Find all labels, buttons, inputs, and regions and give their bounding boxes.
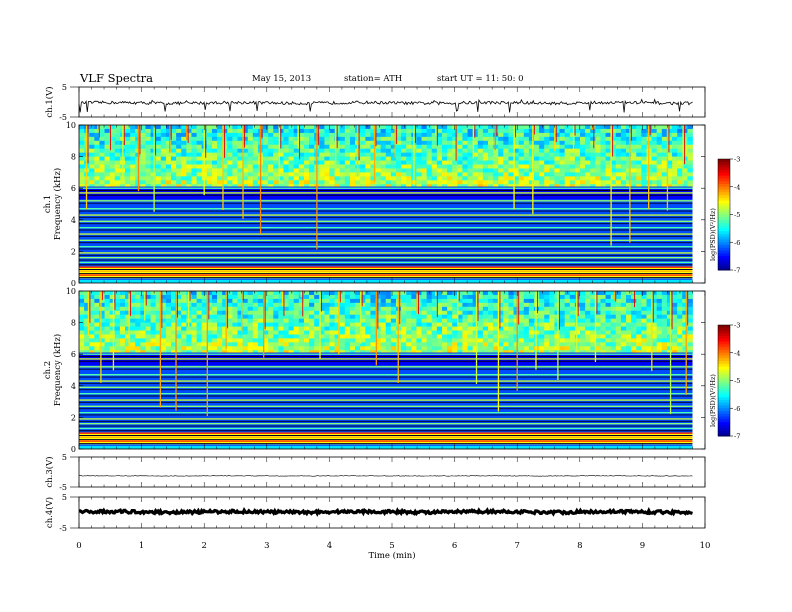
ch4-waveform-trace [79,506,694,517]
ch2-spectrogram-y-tick-label: 6 [71,350,76,359]
ch2-spectrogram-ylabel-freq: Frequency (kHz) [52,334,63,406]
ch4-waveform-y-axis [70,496,79,529]
ch4-waveform-ylabel: ch.4(V) [44,497,55,528]
ch1-waveform-y-tick-label: 5 [62,83,67,92]
ch3-waveform-y-axis [70,456,79,488]
ch2-spectrogram-y-tick-label: 10 [66,287,76,296]
header-station: station= ATH [344,74,403,84]
ch1-spectrogram-y-tick-label: 2 [71,247,76,256]
header-date: May 15, 2013 [252,74,312,84]
figure-title: VLF Spectra [80,71,154,85]
ch1-spectrogram-colorbar-label: log(PSD)(V²/Hz) [709,208,717,261]
ch4-waveform-y-tick-label: -5 [59,524,67,533]
ch1-spectrogram-colorbar-tick: -5 [734,211,740,219]
ch1-waveform-y-tick-label: -5 [59,113,67,122]
time-tick-label: 2 [201,541,206,551]
ch2-spectrogram-y-tick-label: 4 [71,382,76,391]
ch3-waveform-panel [70,456,706,488]
ch2-spectrogram-colorbar-tick: -4 [734,349,740,357]
ch2-spectrogram-x-ticks [78,291,706,449]
ch1-spectrogram-spectral-lines [79,187,693,278]
ch2-spectrogram-colorbar [717,324,733,437]
ch2-spectrogram-colorbar-tick: -3 [734,322,740,330]
ch1-spectrogram-colorbar-tick: -7 [734,267,740,275]
time-tick-label: 10 [700,541,711,551]
ch3-waveform-trace [79,475,693,477]
ch2-spectrogram-y-axis [79,290,705,450]
ch1-spectrogram-y-tick-label: 8 [71,153,76,162]
ch4-waveform-x-ticks [78,497,706,528]
ch1-spectrogram-low-band [79,266,693,279]
ch2-spectrogram-colorbar-label: log(PSD)(V²/Hz) [709,374,717,427]
ch2-spectrogram-colorbar-tick: -6 [734,405,740,413]
ch2-spectrogram-panel [78,290,733,450]
ch2-spectrogram-low-band [79,432,693,445]
ch1-spectrogram-y-tick-label: 6 [71,184,76,193]
ch1-waveform-ylabel: ch.1(V) [44,86,55,117]
ch2-spectrogram-sferics [87,291,689,417]
ch1-spectrogram-y-axis [79,124,705,284]
ch1-spectrogram-colorbar [717,158,733,271]
ch3-waveform-y-tick-label: 5 [62,453,67,462]
ch1-spectrogram-y-tick-label: 10 [66,121,76,130]
ch3-waveform-ylabel: ch.3(V) [44,456,55,487]
ch1-spectrogram-x-ticks [78,125,706,283]
ch4-waveform-panel [70,496,706,529]
ch1-spectrogram-colorbar-tick: -3 [734,156,740,164]
time-axis: 0 1 2 3 4 5 6 7 8 9 10 Time (min) [76,541,710,561]
time-tick-label: 8 [577,541,582,551]
ch1-spectrogram-sferics [85,125,686,250]
ch2-spectrogram-colorbar-tick: -7 [734,433,740,441]
ch2-spectrogram-y-tick-label: 2 [71,413,76,422]
ch1-waveform-panel [70,86,706,118]
ch1-spectrogram-ylabel-freq: Frequency (kHz) [52,168,63,240]
time-tick-label: 4 [327,541,332,551]
ch1-spectrogram-colorbar-tick: -6 [734,239,740,247]
time-tick-label: 6 [452,541,457,551]
ch2-spectrogram-y-tick-label: 0 [71,445,76,454]
ch2-spectrogram-y-tick-label: 8 [71,319,76,328]
ch3-waveform-x-ticks [78,457,706,487]
time-tick-label: 0 [76,541,81,551]
ch1-waveform-trace [78,98,693,113]
ch4-waveform-y-tick-label: 5 [62,493,67,502]
time-axis-label: Time (min) [368,550,415,561]
ch2-spectrogram-ylabel-channel: ch.2 [43,361,53,379]
ch1-waveform-x-ticks [78,87,706,117]
ch2-spectrogram-colorbar-tick: -5 [734,377,740,385]
ch2-spectrogram-spectral-lines [79,353,693,444]
time-tick-label: 9 [640,541,645,551]
time-tick-label: 1 [139,541,144,551]
ch2-spectrogram-upper-band [79,291,693,355]
ch1-spectrogram-bottom-band [79,279,693,283]
ch1-spectrogram-ylabel-channel: ch.1 [43,195,53,213]
ch3-waveform-y-tick-label: -5 [59,483,67,492]
ch1-waveform-y-axis [70,86,79,118]
ch1-spectrogram-y-tick-label: 4 [71,216,76,225]
ch2-spectrogram-bottom-band [79,445,693,449]
ch1-spectrogram-colorbar-tick: -4 [734,183,740,191]
ch1-spectrogram-panel [78,124,733,284]
time-tick-label: 7 [514,541,519,551]
time-tick-label: 5 [389,541,394,551]
header-start-time: start UT = 11: 50: 0 [437,74,524,84]
ch1-spectrogram-y-tick-label: 0 [71,279,76,288]
time-tick-label: 3 [264,541,269,551]
